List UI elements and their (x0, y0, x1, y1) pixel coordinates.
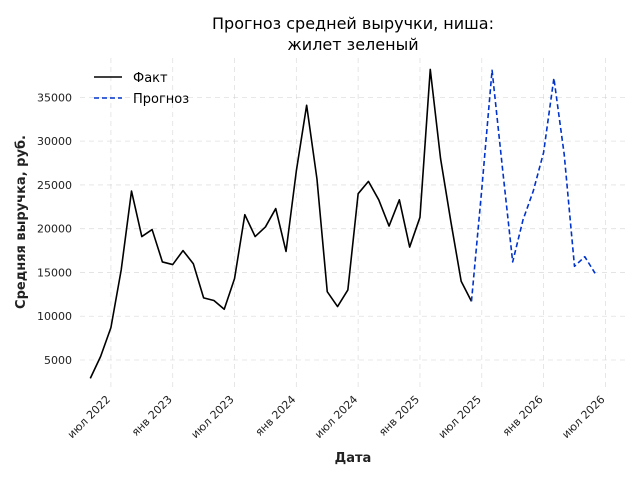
y-axis-label: Средняя выручка, руб. (14, 135, 29, 309)
legend-label-fact: Факт (133, 71, 168, 86)
legend: Факт Прогноз (94, 71, 189, 107)
x-tick-label: июл 2025 (436, 393, 484, 441)
y-tick-label: 20000 (37, 223, 72, 236)
x-axis-label: Дата (335, 451, 372, 466)
y-tick-label: 30000 (37, 135, 72, 148)
x-tick-label: июл 2026 (559, 393, 607, 441)
y-tick-label: 5000 (44, 354, 72, 367)
series-line-fact (89, 68, 473, 379)
x-tick-label: янв 2025 (376, 393, 422, 439)
x-tick-label: июл 2024 (312, 393, 360, 441)
series-line-forecast (470, 69, 596, 302)
x-tick-label: янв 2026 (500, 393, 546, 439)
y-tick-label: 35000 (37, 91, 72, 104)
x-tick-label: июл 2022 (65, 393, 113, 441)
x-tick-labels: июл 2022 янв 2023 июл 2023 янв 2024 июл 2024… (65, 393, 608, 441)
chart-title-line-2: жилет зеленый (287, 35, 418, 54)
chart-title-line-1: Прогноз средней выручки, ниша: (212, 14, 494, 33)
x-tick-label: янв 2024 (253, 393, 299, 439)
x-tick-label: июл 2023 (189, 393, 237, 441)
grid (80, 58, 626, 388)
x-tick-label: янв 2023 (129, 393, 175, 439)
y-tick-labels: 5000 10000 15000 20000 25000 30000 35000 (37, 91, 72, 367)
y-tick-label: 25000 (37, 179, 72, 192)
y-tick-label: 10000 (37, 310, 72, 323)
y-tick-label: 15000 (37, 266, 72, 279)
series-lines (89, 68, 596, 379)
legend-label-forecast: Прогноз (133, 92, 189, 107)
